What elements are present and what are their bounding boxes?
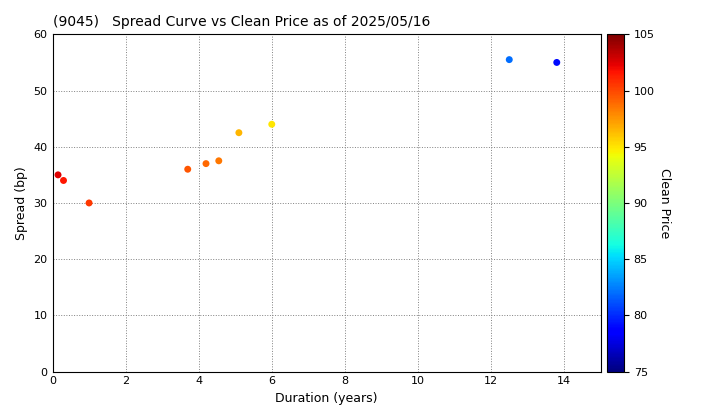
Point [551, 59, 562, 66]
Point [213, 158, 225, 164]
Y-axis label: Clean Price: Clean Price [658, 168, 671, 238]
Point [58, 177, 69, 184]
Point [233, 129, 245, 136]
Point [53, 171, 64, 178]
Point [200, 160, 212, 167]
Point [503, 56, 515, 63]
Y-axis label: Spread (bp): Spread (bp) [15, 166, 28, 240]
Point [182, 166, 194, 173]
X-axis label: Duration (years): Duration (years) [275, 392, 378, 405]
Point [84, 200, 95, 206]
Point [266, 121, 277, 128]
Text: (9045)   Spread Curve vs Clean Price as of 2025/05/16: (9045) Spread Curve vs Clean Price as of… [53, 15, 430, 29]
